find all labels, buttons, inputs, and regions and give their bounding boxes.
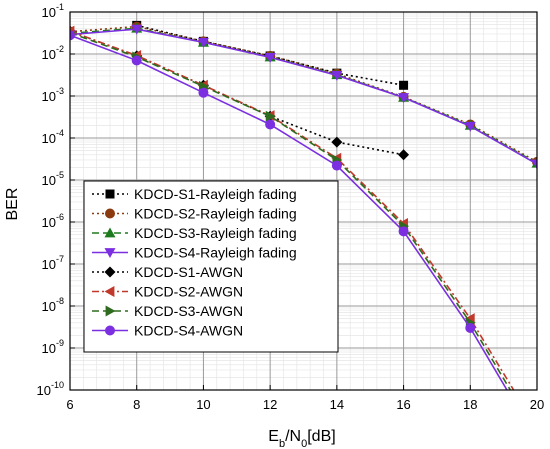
- y-tick-label: 10-7: [42, 254, 64, 272]
- x-tick-label: 12: [263, 397, 277, 412]
- legend-entry: KDCD-S4-Rayleigh fading: [92, 245, 297, 261]
- x-tick-label: 20: [530, 397, 544, 412]
- data-point: [70, 30, 75, 41]
- data-point: [399, 80, 409, 90]
- legend-entry: KDCD-S4-AWGN: [92, 323, 243, 339]
- y-tick-label: 10-1: [42, 2, 64, 20]
- series-line: [70, 32, 512, 390]
- x-tick-labels: 6 8 10 12 14 16 18 20: [66, 397, 544, 412]
- plot-frame: [69, 11, 538, 391]
- legend-label: KDCD-S1-Rayleigh fading: [134, 186, 297, 202]
- data-point: [104, 286, 115, 297]
- x-tick-label: 18: [463, 397, 477, 412]
- x-tick-label: 8: [133, 397, 140, 412]
- legend-label: KDCD-S2-Rayleigh fading: [134, 206, 297, 222]
- y-tick-label: 10-8: [42, 296, 64, 314]
- legend-entry: KDCD-S3-AWGN: [92, 303, 243, 319]
- data-point: [104, 266, 116, 278]
- data-point: [531, 159, 537, 170]
- y-tick-label: 10-9: [42, 338, 64, 356]
- legend-label: KDCD-S1-AWGN: [134, 264, 243, 280]
- data-point: [264, 52, 276, 63]
- data-point: [464, 121, 476, 132]
- data-point: [331, 160, 342, 171]
- legend-label: KDCD-S3-Rayleigh fading: [134, 225, 297, 241]
- data-point: [265, 119, 276, 130]
- legend-entry: KDCD-S1-AWGN: [92, 264, 243, 280]
- data-point: [197, 37, 209, 48]
- x-tick-label: 10: [196, 397, 210, 412]
- legend-label: KDCD-S4-Rayleigh fading: [134, 245, 297, 261]
- x-tick-label: 14: [330, 397, 344, 412]
- data-point: [198, 87, 209, 98]
- legend-entry: KDCD-S2-AWGN: [92, 284, 243, 300]
- data-point: [105, 189, 115, 199]
- data-point: [398, 149, 410, 161]
- y-tick-label: 10-4: [42, 128, 64, 146]
- data-point: [331, 136, 343, 148]
- series-group: [70, 30, 508, 390]
- legend-box: [83, 180, 339, 353]
- legend-label: KDCD-S3-AWGN: [134, 303, 243, 319]
- data-point: [105, 208, 115, 219]
- legend-label: KDCD-S4-AWGN: [134, 323, 243, 339]
- legend-entry: KDCD-S3-Rayleigh fading: [92, 225, 297, 241]
- legend-label: KDCD-S2-AWGN: [134, 284, 243, 300]
- y-tick-labels: 10-1 10-2 10-3 10-4 10-5 10-6 10-7 10-8 10-9 10-1…: [37, 2, 64, 398]
- series-line: [70, 30, 515, 390]
- legend-entry: KDCD-S2-Rayleigh fading: [92, 206, 297, 222]
- plot-border: [69, 11, 538, 391]
- y-tick-label: 10-3: [42, 86, 64, 104]
- y-tick-label: 10-5: [42, 170, 64, 188]
- y-tick-label: 10-6: [42, 212, 64, 230]
- series-line: [70, 34, 508, 390]
- data-point: [104, 248, 116, 258]
- data-point: [131, 24, 143, 35]
- data-point: [105, 325, 115, 336]
- data-point: [398, 93, 410, 104]
- legend: KDCD-S1-Rayleigh fading KDCD-S2-Rayleigh …: [83, 180, 339, 353]
- series-layer: [70, 20, 537, 390]
- x-tick-label: 6: [66, 397, 73, 412]
- data-point: [331, 70, 343, 81]
- y-tick-label: 10-10: [37, 380, 64, 398]
- series-group: [70, 24, 537, 170]
- data-point: [104, 227, 116, 238]
- data-point: [398, 226, 409, 237]
- data-point: [465, 322, 476, 333]
- legend-entry: KDCD-S1-Rayleigh fading: [92, 186, 297, 202]
- x-tick-label: 16: [396, 397, 410, 412]
- data-point: [265, 110, 276, 122]
- y-axis-label: BER: [4, 188, 21, 221]
- x-axis-label: Eb/N0[dB]: [268, 428, 335, 449]
- data-point: [105, 305, 116, 317]
- y-tick-label: 10-2: [42, 44, 64, 62]
- data-point: [131, 55, 142, 66]
- series-line: [70, 28, 537, 165]
